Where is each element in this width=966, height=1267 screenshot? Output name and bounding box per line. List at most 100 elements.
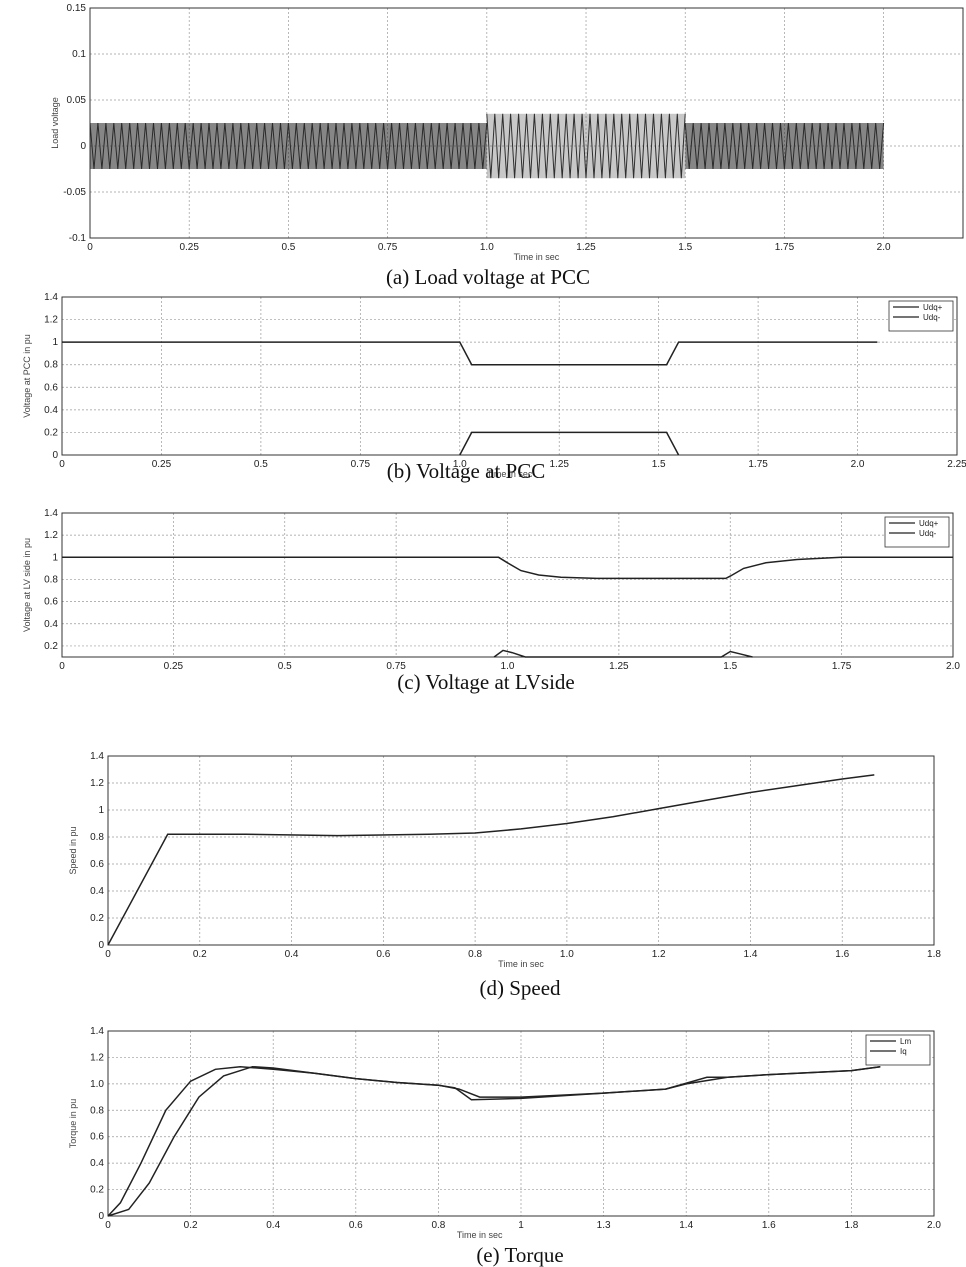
legend-box xyxy=(884,516,950,548)
y-axis-label: Load voltage xyxy=(50,97,60,149)
x-tick-label: 0.4 xyxy=(285,949,299,960)
plot-frame xyxy=(107,1030,935,1217)
caption-d: (d) Speed xyxy=(479,976,561,1000)
y-tick-label: 0.8 xyxy=(90,1105,104,1116)
plot-frame xyxy=(107,755,935,946)
series-line-Udq+ xyxy=(62,341,878,366)
x-tick-label: 0.8 xyxy=(468,949,482,960)
panel-a-load-voltage: 0 0.25 0.5 0.75 1.0 1.25 1.5 1.75 2.0 -0.1 -0.05 0 0… xyxy=(50,3,964,262)
y-tick-label: 0.6 xyxy=(90,859,104,870)
legend-box xyxy=(865,1034,931,1066)
x-tick-label: 1.3 xyxy=(597,1220,611,1231)
x-tick-label: 0.25 xyxy=(152,459,172,470)
plot-frame xyxy=(61,296,958,456)
x-tick-label: 2.0 xyxy=(851,459,865,470)
oscillation-envelope xyxy=(685,123,884,169)
y-tick-label: 0.4 xyxy=(90,1158,104,1169)
legend-box xyxy=(888,300,954,332)
x-tick-label: 0 xyxy=(105,1220,111,1231)
series-oscillation-segment xyxy=(486,113,686,179)
y-tick-label: -0.05 xyxy=(63,187,86,198)
y-tick-label: 0 xyxy=(52,450,58,461)
y-tick-label: 1.0 xyxy=(90,1079,104,1090)
y-tick-label: 1 xyxy=(52,337,58,348)
y-tick-label: 1.4 xyxy=(44,292,58,303)
legend-entry: Udq+ xyxy=(919,519,939,528)
y-tick-label: 0.2 xyxy=(44,427,58,438)
y-tick-label: 0.1 xyxy=(72,49,86,60)
y-tick-label: 0.4 xyxy=(44,405,58,416)
x-tick-label: 1.25 xyxy=(609,661,629,672)
x-tick-label: 1 xyxy=(518,1220,524,1231)
y-tick-label: 0.05 xyxy=(67,95,87,106)
legend-entry: Udq- xyxy=(923,313,941,322)
x-tick-label: 1.8 xyxy=(927,949,941,960)
x-axis-label: Time in sec xyxy=(498,959,544,969)
x-tick-label: 1.5 xyxy=(652,459,666,470)
x-tick-label: 1.0 xyxy=(453,459,467,470)
y-axis-label: Voltage at PCC in pu xyxy=(22,334,32,418)
y-tick-label: 1.2 xyxy=(90,778,104,789)
y-tick-label: 0.4 xyxy=(90,886,104,897)
y-tick-label: 1.4 xyxy=(90,1026,104,1037)
x-tick-label: 1.2 xyxy=(652,949,666,960)
x-axis-label: Time in sec xyxy=(487,469,533,479)
legend-entry: Lm xyxy=(900,1037,911,1046)
x-tick-label: 1.8 xyxy=(844,1220,858,1231)
x-tick-label: 1.75 xyxy=(775,242,795,253)
x-tick-label: 1.25 xyxy=(549,459,569,470)
x-tick-label: 0.5 xyxy=(278,661,292,672)
x-tick-label: 1.0 xyxy=(480,242,494,253)
legend-entry: Udq+ xyxy=(923,303,943,312)
y-tick-label: 1.2 xyxy=(44,530,58,541)
x-tick-label: 1.75 xyxy=(748,459,768,470)
x-tick-label: 0.75 xyxy=(351,459,371,470)
y-tick-label: -0.1 xyxy=(69,233,87,244)
x-tick-label: 1.5 xyxy=(723,661,737,672)
y-tick-label: 0.8 xyxy=(90,832,104,843)
x-tick-label: 0.2 xyxy=(193,949,207,960)
caption-c: (c) Voltage at LVside xyxy=(397,670,575,694)
x-tick-label: 1.6 xyxy=(762,1220,776,1231)
series-line-s0 xyxy=(107,774,875,946)
x-tick-label: 0.25 xyxy=(164,661,184,672)
x-tick-label: 1.0 xyxy=(501,661,515,672)
y-tick-label: 0 xyxy=(98,940,104,951)
x-tick-label: 0.4 xyxy=(266,1220,280,1231)
caption-b: (b) Voltage at PCC xyxy=(387,459,545,483)
x-axis-label: Time in sec xyxy=(514,252,560,262)
series-line-Udq+ xyxy=(62,556,953,580)
legend-entry: Udq- xyxy=(919,529,937,538)
x-tick-label: 2.0 xyxy=(946,661,960,672)
y-tick-label: 1 xyxy=(98,805,104,816)
x-tick-label: 0.6 xyxy=(376,949,390,960)
y-tick-label: 0.2 xyxy=(90,913,104,924)
x-tick-label: 1.25 xyxy=(576,242,596,253)
x-tick-label: 0 xyxy=(87,242,93,253)
x-tick-label: 1.5 xyxy=(678,242,692,253)
x-tick-label: 2.0 xyxy=(927,1220,941,1231)
y-tick-label: 0.15 xyxy=(67,3,87,14)
y-tick-label: 0 xyxy=(80,141,86,152)
y-tick-label: 1.4 xyxy=(90,751,104,762)
panel-b-voltage-pcc: 0 0.25 0.5 0.75 1.0 1.25 1.5 1.75 2.0 2.25 0 0.2 0.4… xyxy=(22,292,966,479)
y-tick-label: 1.2 xyxy=(90,1052,104,1063)
panel-c-voltage-lv-side: 0 0.25 0.5 0.75 1.0 1.25 1.5 1.75 2.0 0.2 0.4 0.6 0.… xyxy=(22,508,960,672)
plot-frame xyxy=(61,512,954,658)
x-tick-label: 0.8 xyxy=(431,1220,445,1231)
caption-a: (a) Load voltage at PCC xyxy=(386,265,590,289)
x-tick-label: 1.0 xyxy=(560,949,574,960)
x-tick-label: 2.0 xyxy=(877,242,891,253)
caption-e: (e) Torque xyxy=(476,1243,563,1267)
y-axis-label: Speed in pu xyxy=(68,826,78,874)
y-tick-label: 1 xyxy=(52,552,58,563)
series-line-Lm xyxy=(107,1065,881,1217)
x-tick-label: 0.2 xyxy=(184,1220,198,1231)
x-tick-label: 0.75 xyxy=(386,661,406,672)
x-tick-label: 0 xyxy=(59,661,65,672)
y-tick-label: 0.6 xyxy=(44,382,58,393)
y-axis-label: Voltage at LV side in pu xyxy=(22,538,32,632)
series-line-Udq- xyxy=(459,431,680,456)
y-tick-label: 0.8 xyxy=(44,360,58,371)
